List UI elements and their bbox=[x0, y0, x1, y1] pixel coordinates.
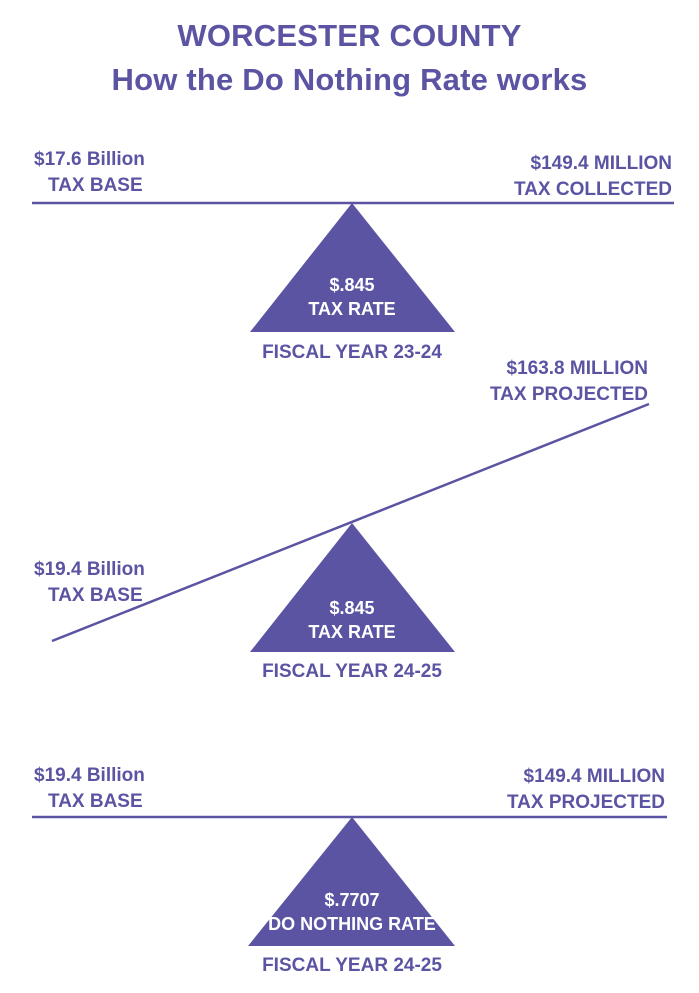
tax-base-value: $17.6 Billion bbox=[34, 149, 145, 170]
tax-collected-value: $149.4 MILLION bbox=[530, 153, 673, 174]
tax-rate-caption: TAX RATE bbox=[308, 622, 396, 642]
fiscal-year-label: FISCAL YEAR 23-24 bbox=[262, 342, 442, 363]
tax-base-label-do-nothing: $19.4 Billion TAX BASE bbox=[34, 763, 145, 815]
do-nothing-rate-value: $.7707 bbox=[324, 890, 380, 910]
tax-rate-fy23-24: $.845 TAX RATE bbox=[252, 273, 452, 321]
tax-projected-label-fy24-25: $163.8 MILLION TAX PROJECTED bbox=[490, 356, 648, 408]
tax-collected-label-fy23-24: $149.4 MILLION TAX COLLECTED bbox=[514, 151, 672, 203]
tax-projected-label-do-nothing: $149.4 MILLION TAX PROJECTED bbox=[507, 764, 665, 816]
tax-base-value: $19.4 Billion bbox=[34, 559, 145, 580]
tax-base-value: $19.4 Billion bbox=[34, 765, 145, 786]
tax-base-caption: TAX BASE bbox=[48, 175, 143, 196]
do-nothing-rate: $.7707 DO NOTHING RATE bbox=[252, 888, 452, 936]
tax-base-caption: TAX BASE bbox=[48, 791, 143, 812]
tax-collected-caption: TAX COLLECTED bbox=[514, 179, 672, 200]
page-subtitle: How the Do Nothing Rate works bbox=[111, 62, 588, 97]
tax-rate-fy24-25: $.845 TAX RATE bbox=[252, 596, 452, 644]
tax-projected-caption: TAX PROJECTED bbox=[506, 792, 665, 813]
fiscal-year-label: FISCAL YEAR 24-25 bbox=[262, 661, 442, 682]
tax-projected-caption: TAX PROJECTED bbox=[489, 384, 648, 405]
page-title: WORCESTER COUNTY bbox=[177, 18, 522, 53]
fulcrum-triangle-fy23-24 bbox=[250, 203, 455, 332]
fiscal-year-label: FISCAL YEAR 24-25 bbox=[262, 955, 442, 976]
fulcrum-triangle-do-nothing bbox=[248, 817, 455, 946]
tax-projected-value: $149.4 MILLION bbox=[523, 766, 666, 787]
balance-beam-fy24-25-tilted bbox=[51, 402, 650, 643]
tax-rate-value: $.845 bbox=[329, 275, 375, 295]
do-nothing-rate-caption: DO NOTHING RATE bbox=[268, 914, 436, 934]
tax-rate-caption: TAX RATE bbox=[308, 299, 396, 319]
tax-base-label-fy24-25: $19.4 Billion TAX BASE bbox=[34, 557, 145, 609]
tax-rate-value: $.845 bbox=[329, 598, 375, 618]
tax-projected-value: $163.8 MILLION bbox=[506, 358, 649, 379]
tax-base-caption: TAX BASE bbox=[48, 585, 143, 606]
fulcrum-triangle-fy24-25 bbox=[250, 523, 455, 652]
tax-base-label-fy23-24: $17.6 Billion TAX BASE bbox=[34, 147, 145, 199]
